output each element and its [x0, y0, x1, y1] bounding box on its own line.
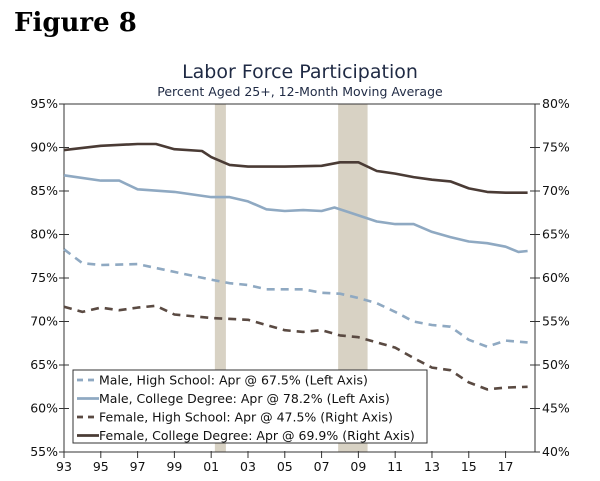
x-tick-label: 99	[166, 459, 182, 474]
figure-label: Figure 8	[14, 8, 137, 38]
y-left-tick-label: 80%	[30, 227, 58, 242]
x-tick-label: 17	[498, 459, 514, 474]
y-right-tick-label: 75%	[542, 140, 570, 155]
y-right-tick-label: 65%	[542, 227, 570, 242]
series-line-1	[63, 174, 528, 254]
x-tick-label: 95	[93, 459, 109, 474]
y-right-tick-label: 70%	[542, 183, 570, 198]
y-right-tick-label: 60%	[542, 270, 570, 285]
y-left-tick-label: 95%	[30, 96, 58, 111]
x-tick-label: 01	[203, 459, 219, 474]
y-left-tick-label: 60%	[30, 401, 58, 416]
legend-label: Female, High School: Apr @ 47.5% (Right …	[99, 410, 393, 425]
x-tick-label: 05	[277, 459, 293, 474]
x-tick-label: 03	[240, 459, 256, 474]
x-tick-label: 07	[314, 459, 330, 474]
chart-subtitle: Percent Aged 25+, 12-Month Moving Averag…	[157, 84, 443, 99]
x-tick-label: 13	[424, 459, 440, 474]
series-line-0	[63, 248, 528, 348]
y-right-tick-label: 50%	[542, 357, 570, 372]
y-left-tick-label: 65%	[30, 357, 58, 372]
series-line-2	[63, 304, 528, 391]
chart-title: Labor Force Participation	[182, 61, 418, 83]
legend-box	[72, 369, 428, 444]
legend-label: Female, College Degree: Apr @ 69.9% (Rig…	[99, 428, 415, 443]
y-right-tick-label: 80%	[542, 96, 570, 111]
legend-label: Male, College Degree: Apr @ 78.2% (Left …	[99, 391, 390, 406]
x-tick-label: 15	[461, 459, 477, 474]
y-right-tick-label: 55%	[542, 314, 570, 329]
recession-band	[214, 104, 226, 452]
y-right-tick-label: 40%	[542, 444, 570, 459]
y-right-tick-label: 45%	[542, 401, 570, 416]
y-left-tick-label: 70%	[30, 314, 58, 329]
y-left-tick-label: 75%	[30, 270, 58, 285]
x-tick-label: 93	[56, 459, 72, 474]
x-tick-label: 11	[387, 459, 403, 474]
y-left-tick-label: 90%	[30, 140, 58, 155]
x-tick-label: 09	[350, 459, 366, 474]
x-tick-label: 97	[130, 459, 146, 474]
y-left-tick-label: 55%	[30, 444, 58, 459]
series-line-3	[63, 142, 528, 194]
y-left-tick-label: 85%	[30, 183, 58, 198]
legend-label: Male, High School: Apr @ 67.5% (Left Axi…	[99, 373, 368, 388]
